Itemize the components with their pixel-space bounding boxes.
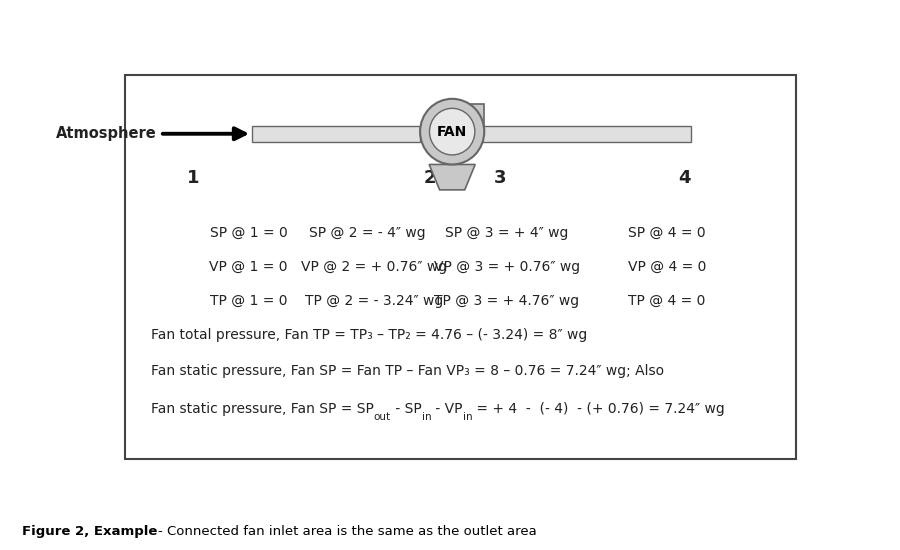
Text: Fan static pressure, Fan SP = Fan TP – Fan VP₃ = 8 – 0.76 = 7.24″ wg; Also: Fan static pressure, Fan SP = Fan TP – F…	[151, 364, 664, 378]
Text: SP @ 3 = + 4″ wg: SP @ 3 = + 4″ wg	[445, 226, 568, 240]
Text: in: in	[421, 411, 431, 422]
Text: - SP: - SP	[391, 402, 421, 416]
Text: SP @ 4 = 0: SP @ 4 = 0	[628, 226, 706, 240]
Text: TP @ 3 = + 4.76″ wg: TP @ 3 = + 4.76″ wg	[434, 294, 580, 308]
Text: SP @ 2 = - 4″ wg: SP @ 2 = - 4″ wg	[309, 226, 426, 240]
Text: Atmosphere: Atmosphere	[56, 126, 157, 141]
Polygon shape	[429, 164, 475, 190]
Text: 4: 4	[679, 169, 690, 187]
Text: 2: 2	[424, 169, 436, 187]
Text: SP @ 1 = 0: SP @ 1 = 0	[210, 226, 287, 240]
Text: Figure 2, Example: Figure 2, Example	[22, 525, 163, 537]
Text: VP @ 2 = + 0.76″ wg: VP @ 2 = + 0.76″ wg	[301, 260, 447, 274]
Text: 3: 3	[493, 169, 506, 187]
Text: VP @ 1 = 0: VP @ 1 = 0	[210, 260, 288, 274]
Text: 1: 1	[186, 169, 199, 187]
Text: TP @ 4 = 0: TP @ 4 = 0	[628, 294, 706, 308]
Text: in: in	[463, 411, 473, 422]
FancyBboxPatch shape	[474, 126, 691, 142]
Text: TP @ 2 = - 3.24″ wg: TP @ 2 = - 3.24″ wg	[305, 294, 443, 308]
Text: - VP: - VP	[431, 402, 463, 416]
Ellipse shape	[429, 108, 475, 155]
FancyBboxPatch shape	[455, 104, 483, 128]
Ellipse shape	[420, 99, 484, 164]
Text: = + 4  -  (- 4)  - (+ 0.76) = 7.24″ wg: = + 4 - (- 4) - (+ 0.76) = 7.24″ wg	[472, 402, 725, 416]
Text: - Connected fan inlet area is the same as the outlet area: - Connected fan inlet area is the same a…	[158, 525, 536, 537]
Text: FAN: FAN	[437, 125, 467, 139]
FancyBboxPatch shape	[252, 126, 420, 142]
Text: VP @ 3 = + 0.76″ wg: VP @ 3 = + 0.76″ wg	[434, 260, 580, 274]
Text: Fan total pressure, Fan TP = TP₃ – TP₂ = 4.76 – (- 3.24) = 8″ wg: Fan total pressure, Fan TP = TP₃ – TP₂ =…	[151, 328, 587, 342]
Text: Fan static pressure, Fan SP = SP: Fan static pressure, Fan SP = SP	[151, 402, 374, 416]
Text: VP @ 4 = 0: VP @ 4 = 0	[628, 260, 706, 274]
Text: out: out	[374, 411, 391, 422]
Text: TP @ 1 = 0: TP @ 1 = 0	[210, 294, 287, 308]
